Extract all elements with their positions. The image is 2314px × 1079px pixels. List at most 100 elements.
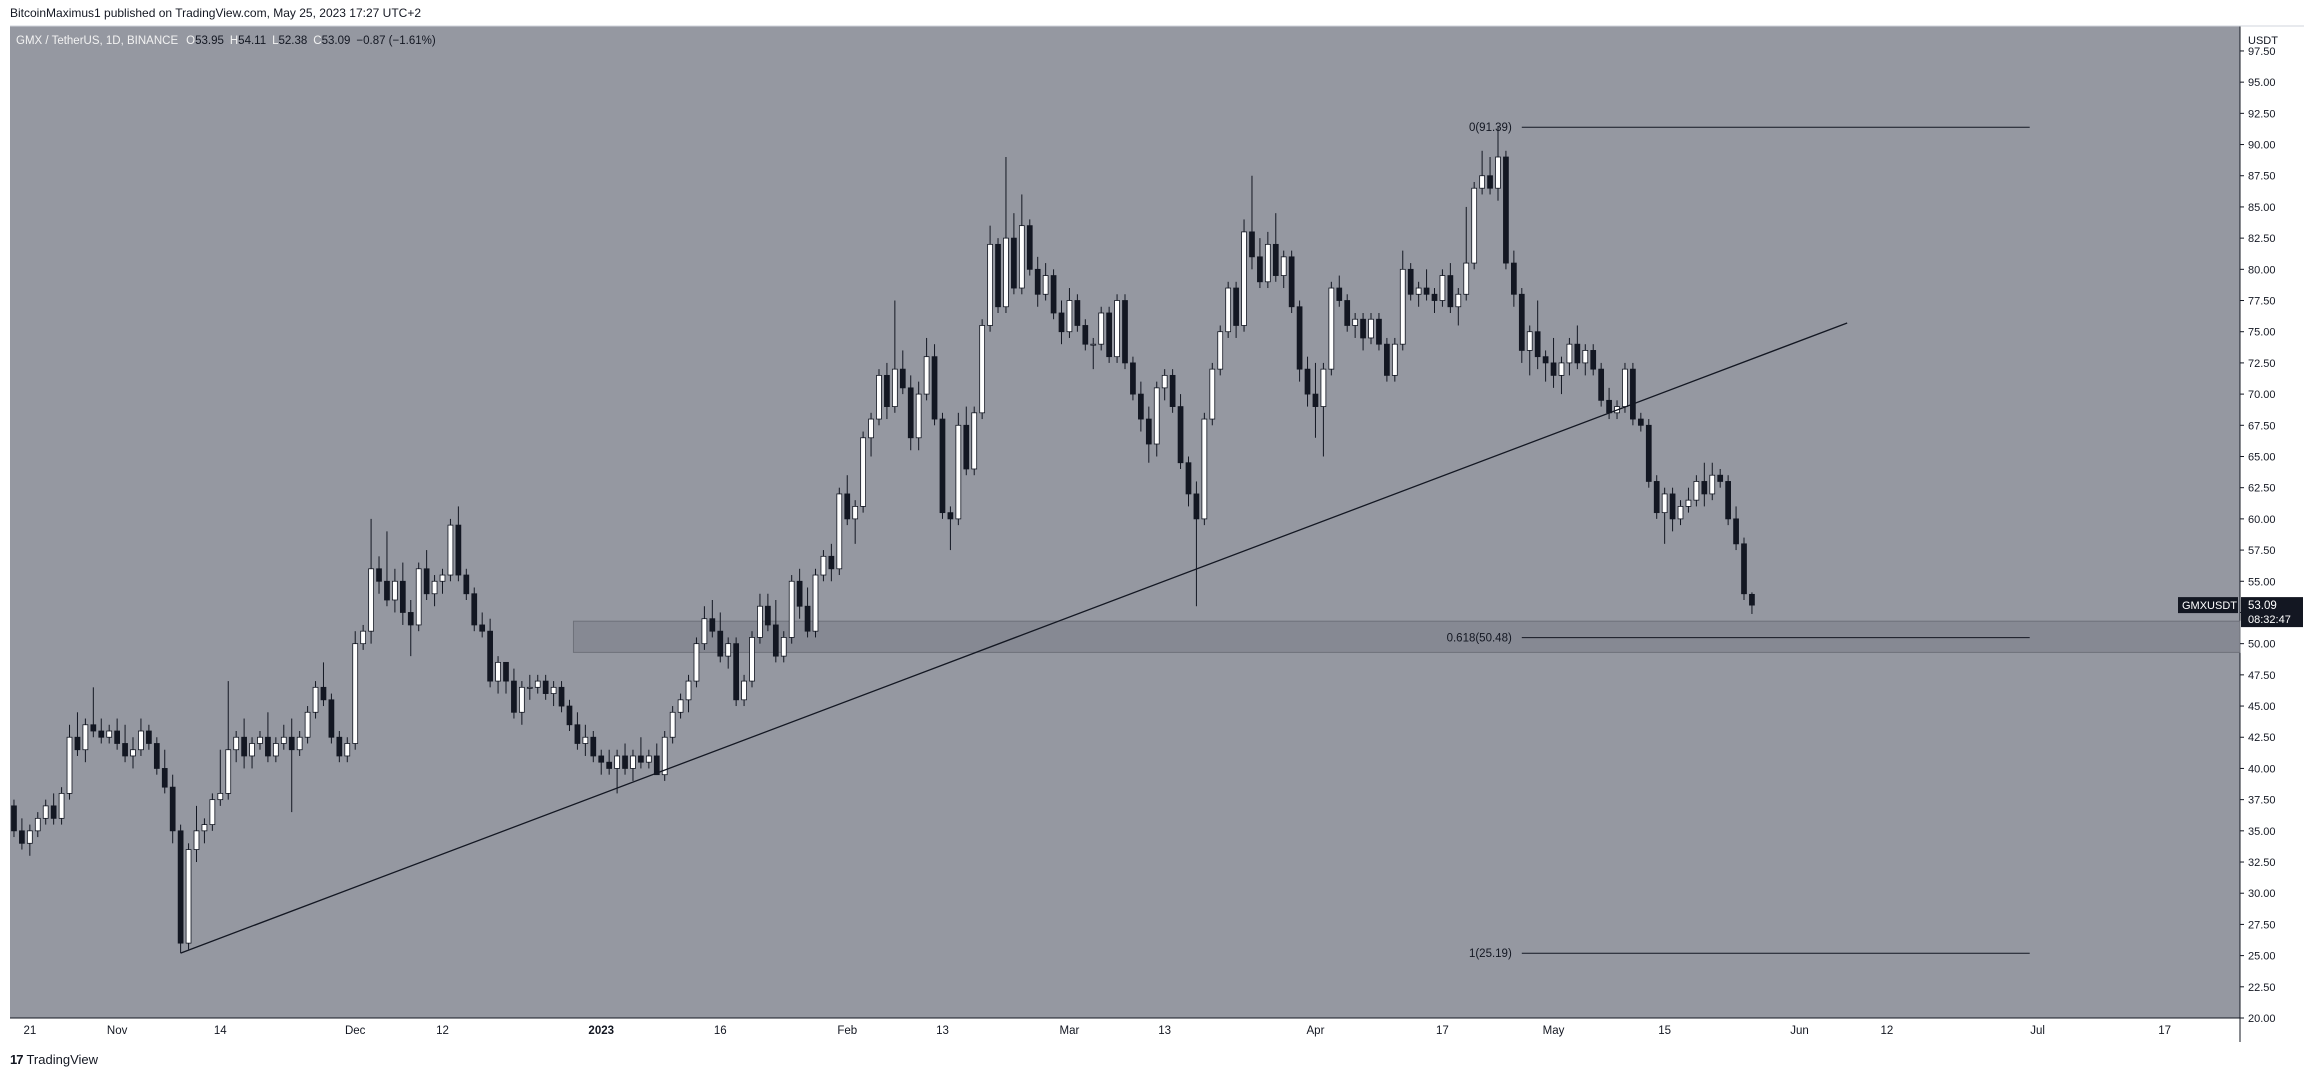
candle-body (1185, 462, 1192, 495)
candle (1423, 269, 1430, 301)
candle (1296, 300, 1303, 382)
fib-level-label: 0.618(50.48) (1447, 633, 1512, 645)
candle (34, 812, 41, 838)
price-tick-label: 70.00 (2248, 389, 2276, 401)
candle-body (1733, 518, 1739, 545)
time-axis-label: 16 (714, 1025, 727, 1037)
candle (1399, 250, 1406, 351)
time-axis-label: 17 (2158, 1025, 2171, 1037)
time-axis-label: 14 (214, 1025, 227, 1037)
candle (915, 381, 922, 451)
candle-body (1114, 300, 1120, 358)
candle (296, 731, 303, 756)
symbol-tag: GMXUSDT (2178, 597, 2238, 614)
candle-body (146, 730, 152, 744)
close-label: C (313, 35, 321, 47)
candle-body (1534, 331, 1541, 358)
candle (217, 749, 224, 806)
candle (249, 737, 255, 769)
price-tick-label: 82.50 (2248, 233, 2276, 245)
candle (1574, 325, 1581, 370)
candle (1407, 263, 1414, 301)
support-zone[interactable] (572, 620, 2241, 653)
ascending-trendline[interactable] (180, 322, 1848, 954)
candle (455, 506, 462, 582)
candle (447, 518, 454, 582)
candle (201, 818, 208, 844)
candle (130, 737, 136, 769)
candle-body (1399, 268, 1406, 345)
candle (1114, 294, 1120, 363)
candle-body (1344, 300, 1351, 326)
candle (360, 624, 367, 650)
candle-body (804, 605, 811, 632)
open-value: 53.95 (195, 35, 224, 47)
candle-body (1360, 318, 1366, 339)
candle-body (1074, 300, 1081, 326)
candle (1360, 312, 1366, 351)
publisher-attribution: BitcoinMaximus1 published on TradingView… (10, 6, 422, 20)
candle-body (1090, 343, 1097, 346)
plot-background (10, 26, 2240, 1018)
candle-body (471, 593, 478, 626)
candle-body (1455, 293, 1462, 308)
candle-body (526, 686, 533, 689)
candle (693, 637, 700, 688)
candle-body (1439, 275, 1446, 301)
price-tick-label: 40.00 (2248, 763, 2276, 775)
candle (955, 412, 962, 526)
candle-body (1447, 275, 1454, 308)
candle-body (1741, 543, 1747, 595)
candle-body (1320, 368, 1327, 407)
bar-countdown: 08:32:47 (2248, 614, 2291, 626)
candle (471, 587, 478, 632)
time-axis-label: 13 (1158, 1025, 1171, 1037)
candle-body (1677, 506, 1684, 520)
candle-body (90, 724, 97, 732)
candle (1709, 462, 1716, 501)
candle (741, 674, 747, 707)
candle (661, 731, 668, 781)
price-tick-label: 25.00 (2248, 951, 2276, 963)
candle-body (1669, 493, 1676, 520)
candle-body (431, 580, 438, 595)
candle-body (423, 568, 430, 595)
candle (1018, 194, 1025, 295)
candle-body (796, 580, 803, 607)
candle-body (566, 705, 573, 726)
candle-body (26, 830, 33, 844)
candle (82, 718, 89, 763)
time-axis-label: Jun (1790, 1025, 1809, 1037)
candle-body (645, 755, 652, 763)
candle (1645, 419, 1652, 488)
candle-body (1153, 387, 1160, 445)
candle-body (1479, 175, 1485, 189)
candle-body (1661, 493, 1668, 514)
candle (1336, 275, 1343, 307)
candle (1471, 181, 1478, 270)
candle (1280, 250, 1287, 289)
candle (733, 637, 739, 707)
candle-body (233, 736, 240, 751)
candle (265, 712, 271, 763)
time-axis-label: 13 (936, 1025, 949, 1037)
price-tick-label: 57.50 (2248, 545, 2276, 557)
candle (1066, 288, 1073, 338)
candle-body (1415, 287, 1422, 295)
candle (106, 724, 113, 744)
tradingview-brand-label: TradingView (26, 1052, 99, 1067)
time-axis-label: Feb (837, 1025, 857, 1037)
candle-body (606, 761, 613, 769)
candle (1090, 337, 1097, 370)
candle-body (1042, 275, 1049, 295)
candle-body (1717, 474, 1724, 482)
footer-brand[interactable]: 17 TradingView (10, 1052, 98, 1067)
time-axis-label: Mar (1060, 1025, 1080, 1037)
candle-body (899, 368, 906, 389)
candle-body (1304, 368, 1311, 395)
candle (1439, 269, 1446, 307)
candle (566, 699, 573, 732)
candle (1598, 362, 1605, 407)
candle (146, 724, 152, 750)
